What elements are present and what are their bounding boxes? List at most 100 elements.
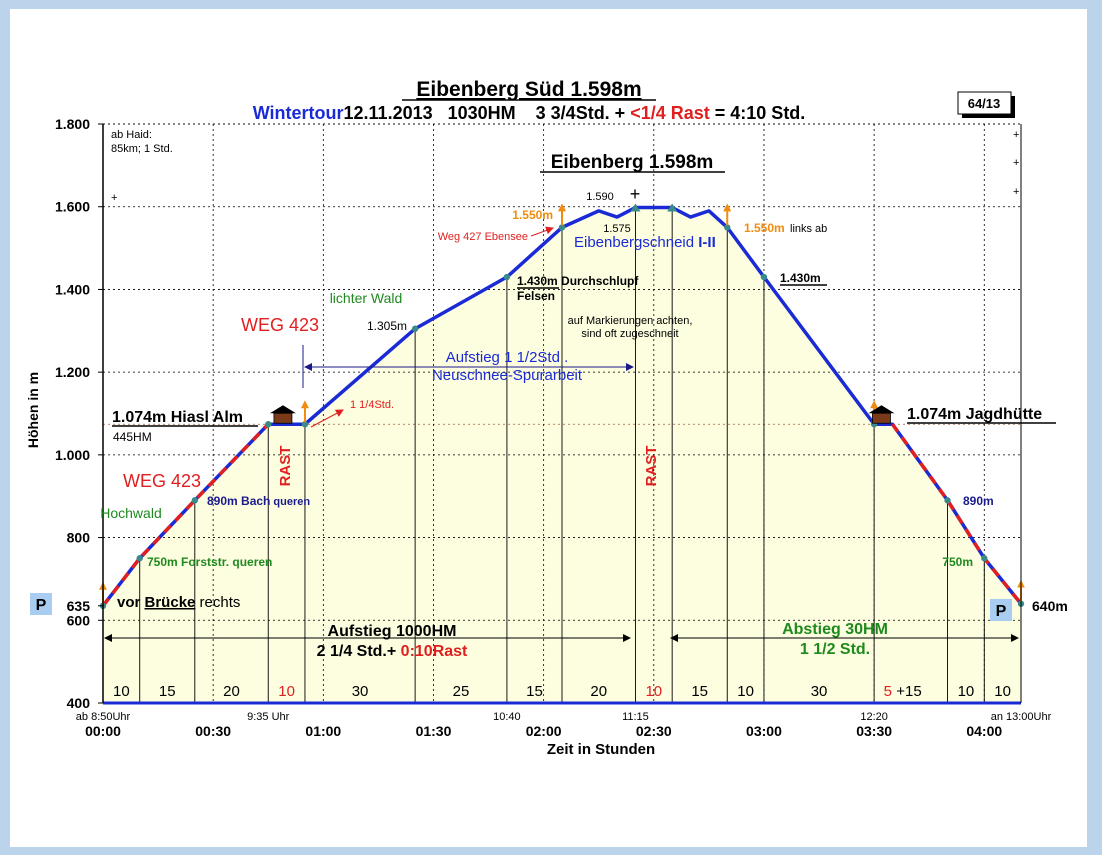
segment-minutes-label: 30 bbox=[811, 683, 828, 700]
label-1575: 1.575 bbox=[603, 223, 631, 235]
profile-marker bbox=[301, 421, 309, 428]
y-tick-label: 1.800 bbox=[55, 116, 90, 132]
y-tick-label: 800 bbox=[67, 530, 91, 546]
profile-marker bbox=[944, 497, 951, 504]
x-tick-label: 03:30 bbox=[856, 723, 892, 739]
segment-lines bbox=[139, 207, 985, 703]
subtitle-rast: <1/4 Rast bbox=[630, 103, 710, 123]
label-aufstieg-schnee-1: Aufstieg 1 1/2Std . bbox=[446, 349, 569, 366]
y-tick-label: 400 bbox=[67, 695, 91, 711]
plus-marker: + bbox=[1013, 186, 1019, 198]
note-markierung-2: sind oft zugeschneit bbox=[581, 328, 678, 340]
label-felsen: Felsen bbox=[517, 289, 555, 303]
label-hochwald: Hochwald bbox=[100, 505, 161, 521]
label-rast-1: RAST bbox=[277, 446, 294, 487]
x-tick-label: 00:30 bbox=[195, 723, 231, 739]
segment-minutes-rest-label: 5 bbox=[884, 683, 892, 700]
badge-label: 64/13 bbox=[968, 96, 1001, 111]
label-750-right: 750m bbox=[942, 555, 973, 569]
x-tick-label: 03:00 bbox=[746, 723, 782, 739]
subtitle-date: 12.11.2013 1030HM 3 3/4Std. + bbox=[344, 103, 631, 123]
chart-frame: 1.800 1.600 1.400 1.200 1.000 800 635 600 400 00:… bbox=[10, 9, 1087, 847]
y-tick-label: 600 bbox=[67, 612, 91, 628]
segment-minutes-label: 10 bbox=[958, 683, 975, 700]
weg427-arrow bbox=[530, 226, 554, 237]
annotations: ab Haid: 85km; 1 Std. + + + + Eibenberg 1.598m… bbox=[30, 129, 1068, 660]
clock-time-label: 10:40 bbox=[493, 711, 521, 723]
label-890-right: 890m bbox=[963, 494, 994, 508]
profile-marker bbox=[136, 555, 143, 562]
y-tick-label: 1.600 bbox=[55, 199, 90, 215]
badge-box bbox=[957, 91, 1012, 115]
plus-marker: + bbox=[111, 192, 117, 204]
clock-time-label: 12:20 bbox=[860, 711, 888, 723]
segment-minutes-label: 20 bbox=[590, 683, 607, 700]
chart-title: Eibenberg Süd 1.598m bbox=[416, 78, 641, 101]
label-aufstieg-schnee-2: Neuschnee-Spurarbeit bbox=[432, 367, 583, 384]
parking-badge bbox=[30, 593, 52, 615]
label-jagdhuette: 1.074m Jagdhütte bbox=[907, 406, 1042, 423]
profile-dash-segment bbox=[891, 423, 1023, 605]
x-tick-label: 01:00 bbox=[305, 723, 341, 739]
profile-marker bbox=[667, 203, 678, 212]
hut-icon bbox=[273, 412, 293, 424]
label-weg423-lower: WEG 423 bbox=[123, 471, 201, 491]
label-abstieg-hm: Abstieg 30HM bbox=[782, 621, 888, 638]
profile-marker bbox=[724, 224, 731, 231]
segment-minutes-label: 15 bbox=[526, 683, 543, 700]
clock-time-label: an 13:00Uhr bbox=[991, 711, 1052, 723]
label-1430-durchschlupf: 1.430m Durchschlupf bbox=[517, 274, 639, 288]
y-tick-label: 635 bbox=[67, 598, 91, 614]
segment-minutes-label: +15 bbox=[896, 683, 921, 700]
label-aufstieg-time: 2 1/4 Std.+ 0:10Rast bbox=[317, 643, 468, 660]
hut-icon bbox=[872, 412, 891, 424]
plus-marker: + bbox=[1013, 129, 1019, 141]
parking-icon: P bbox=[996, 603, 1007, 620]
y-tick-label: 1.400 bbox=[55, 281, 90, 297]
segment-minutes-label: 20 bbox=[223, 683, 240, 700]
x-tick-label: 04:00 bbox=[966, 723, 1002, 739]
segment-minutes-label: 30 bbox=[352, 683, 369, 700]
label-rast-2: RAST bbox=[643, 446, 660, 487]
summit-title: Eibenberg 1.598m bbox=[551, 152, 714, 173]
profile-marker bbox=[191, 497, 198, 504]
profile-marker bbox=[981, 555, 988, 562]
note-haid-distance: 85km; 1 Std. bbox=[111, 143, 173, 155]
label-445hm: 445HM bbox=[113, 430, 152, 444]
label-1550-left: 1.550m bbox=[512, 208, 553, 222]
segment-minutes-label: 10 bbox=[113, 683, 130, 700]
chart-subtitle: Wintertour12.11.2013 1030HM 3 3/4Std. + … bbox=[253, 103, 806, 123]
profile-marker bbox=[411, 325, 419, 332]
label-114std: 1 1/4Std. bbox=[350, 399, 394, 411]
segment-minutes-label: 25 bbox=[453, 683, 470, 700]
label-1430-right: 1.430m bbox=[780, 271, 821, 285]
q14std-arrow bbox=[310, 409, 344, 428]
segment-minutes-label: 10 bbox=[645, 683, 662, 700]
note-markierung-1: auf Markierungen achten, bbox=[568, 315, 693, 327]
x-tick-label: 02:00 bbox=[526, 723, 562, 739]
label-1550-right: 1.550m bbox=[744, 221, 785, 235]
clock-time-label: 11:15 bbox=[622, 711, 649, 723]
segment-minutes-label: 10 bbox=[278, 683, 295, 700]
plus-marker: + bbox=[1013, 157, 1019, 169]
hut-roof bbox=[868, 405, 895, 414]
segment-minutes-label: 15 bbox=[691, 683, 708, 700]
label-eibenbergschneid: Eibenbergschneid I-II bbox=[574, 234, 716, 251]
label-weg423-upper: WEG 423 bbox=[241, 315, 319, 335]
profile-marker bbox=[630, 203, 641, 212]
y-tick-label: 1.200 bbox=[55, 364, 90, 380]
summit-cross: + bbox=[630, 184, 641, 204]
x-tick-label: 01:30 bbox=[416, 723, 452, 739]
profile-marker bbox=[503, 273, 511, 281]
hut-roof bbox=[269, 405, 296, 414]
profile-marker bbox=[558, 224, 566, 231]
label-1590: 1.590 bbox=[586, 191, 614, 203]
label-weg427: Weg 427 Ebensee bbox=[438, 231, 528, 243]
clock-time-label: 9:35 Uhr bbox=[247, 711, 290, 723]
parking-icon: P bbox=[36, 597, 47, 614]
profile-dash-segment bbox=[101, 423, 270, 607]
label-lichter-wald: lichter Wald bbox=[330, 290, 403, 306]
note-haid: ab Haid: bbox=[111, 129, 152, 141]
profile-marker bbox=[265, 421, 272, 428]
